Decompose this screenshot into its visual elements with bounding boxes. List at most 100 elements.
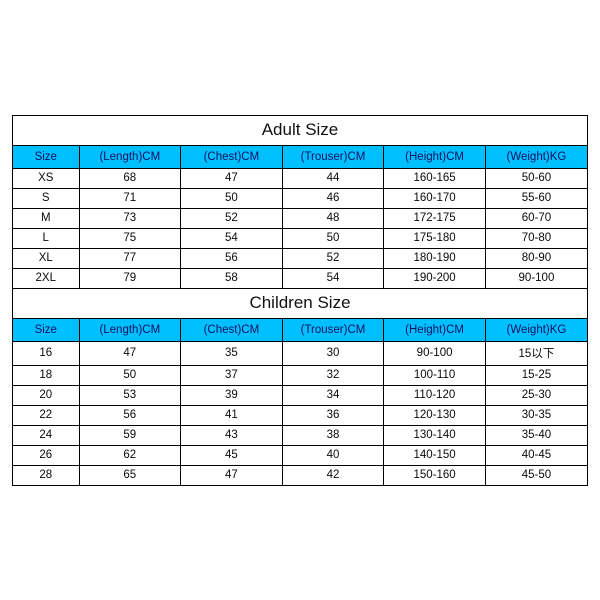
cell: 26 — [13, 445, 79, 465]
cell: 41 — [181, 405, 283, 425]
cell: 80-90 — [485, 248, 587, 268]
cell: 48 — [282, 208, 384, 228]
cell: 47 — [79, 341, 181, 365]
cell: 53 — [79, 385, 181, 405]
table-row: 22564136120-13030-35 — [13, 405, 587, 425]
cell: 32 — [282, 365, 384, 385]
cell: 190-200 — [384, 268, 486, 288]
cell: 50 — [282, 228, 384, 248]
adult-section-title: Adult Size — [13, 116, 587, 146]
cell: 59 — [79, 425, 181, 445]
table-row: S715046160-17055-60 — [13, 188, 587, 208]
table-row: 2XL795854190-20090-100 — [13, 268, 587, 288]
cell: 25-30 — [485, 385, 587, 405]
cell: 43 — [181, 425, 283, 445]
cell: 79 — [79, 268, 181, 288]
cell: 160-165 — [384, 168, 486, 188]
cell: 54 — [181, 228, 283, 248]
cell: 62 — [79, 445, 181, 465]
col-header: (Length)CM — [79, 319, 181, 342]
cell: 38 — [282, 425, 384, 445]
cell: 44 — [282, 168, 384, 188]
cell: 120-130 — [384, 405, 486, 425]
table-row: XL775652180-19080-90 — [13, 248, 587, 268]
cell: 55-60 — [485, 188, 587, 208]
cell: 75 — [79, 228, 181, 248]
cell: 73 — [79, 208, 181, 228]
cell: 42 — [282, 465, 384, 485]
cell: 37 — [181, 365, 283, 385]
cell: 40 — [282, 445, 384, 465]
col-header: Size — [13, 146, 79, 169]
table-row: 26624540140-15040-45 — [13, 445, 587, 465]
cell: 50-60 — [485, 168, 587, 188]
adult-header-row: Size (Length)CM (Chest)CM (Trouser)CM (H… — [13, 146, 587, 169]
cell: 175-180 — [384, 228, 486, 248]
cell: 46 — [282, 188, 384, 208]
cell: 20 — [13, 385, 79, 405]
cell: 71 — [79, 188, 181, 208]
cell: 70-80 — [485, 228, 587, 248]
cell: 22 — [13, 405, 79, 425]
cell: 140-150 — [384, 445, 486, 465]
col-header: (Height)CM — [384, 146, 486, 169]
cell: 52 — [282, 248, 384, 268]
cell: L — [13, 228, 79, 248]
col-header: (Trouser)CM — [282, 319, 384, 342]
table-row: 20533934110-12025-30 — [13, 385, 587, 405]
cell: 160-170 — [384, 188, 486, 208]
cell: 47 — [181, 168, 283, 188]
table-row: 1647353090-10015以下 — [13, 341, 587, 365]
cell: 54 — [282, 268, 384, 288]
table-row: M735248172-17560-70 — [13, 208, 587, 228]
col-header: (Weight)KG — [485, 319, 587, 342]
size-chart: Adult Size Size (Length)CM (Chest)CM (Tr… — [12, 115, 588, 486]
cell: 50 — [181, 188, 283, 208]
table-row: XS684744160-16550-60 — [13, 168, 587, 188]
table-row: L755450175-18070-80 — [13, 228, 587, 248]
children-header-row: Size (Length)CM (Chest)CM (Trouser)CM (H… — [13, 319, 587, 342]
cell: 2XL — [13, 268, 79, 288]
cell: 40-45 — [485, 445, 587, 465]
cell: 65 — [79, 465, 181, 485]
cell: 15-25 — [485, 365, 587, 385]
col-header: (Weight)KG — [485, 146, 587, 169]
table-row: 28654742150-16045-50 — [13, 465, 587, 485]
cell: 45-50 — [485, 465, 587, 485]
cell: 36 — [282, 405, 384, 425]
cell: 24 — [13, 425, 79, 445]
col-header: Size — [13, 319, 79, 342]
cell: 60-70 — [485, 208, 587, 228]
col-header: (Height)CM — [384, 319, 486, 342]
cell: 35 — [181, 341, 283, 365]
cell: 50 — [79, 365, 181, 385]
children-size-table: Size (Length)CM (Chest)CM (Trouser)CM (H… — [13, 319, 587, 486]
cell: 56 — [79, 405, 181, 425]
cell: M — [13, 208, 79, 228]
cell: 130-140 — [384, 425, 486, 445]
col-header: (Trouser)CM — [282, 146, 384, 169]
cell: XS — [13, 168, 79, 188]
cell: 90-100 — [485, 268, 587, 288]
cell: 172-175 — [384, 208, 486, 228]
col-header: (Chest)CM — [181, 319, 283, 342]
adult-body: XS684744160-16550-60S715046160-17055-60M… — [13, 168, 587, 288]
cell: 150-160 — [384, 465, 486, 485]
cell: 90-100 — [384, 341, 486, 365]
cell: 77 — [79, 248, 181, 268]
cell: 16 — [13, 341, 79, 365]
cell: 34 — [282, 385, 384, 405]
cell: 45 — [181, 445, 283, 465]
cell: 30 — [282, 341, 384, 365]
table-row: 18503732100-11015-25 — [13, 365, 587, 385]
cell: 28 — [13, 465, 79, 485]
children-body: 1647353090-10015以下18503732100-11015-2520… — [13, 341, 587, 485]
adult-size-table: Size (Length)CM (Chest)CM (Trouser)CM (H… — [13, 146, 587, 289]
cell: 39 — [181, 385, 283, 405]
cell: 56 — [181, 248, 283, 268]
children-section-title: Children Size — [13, 289, 587, 319]
cell: 58 — [181, 268, 283, 288]
col-header: (Chest)CM — [181, 146, 283, 169]
cell: 180-190 — [384, 248, 486, 268]
col-header: (Length)CM — [79, 146, 181, 169]
